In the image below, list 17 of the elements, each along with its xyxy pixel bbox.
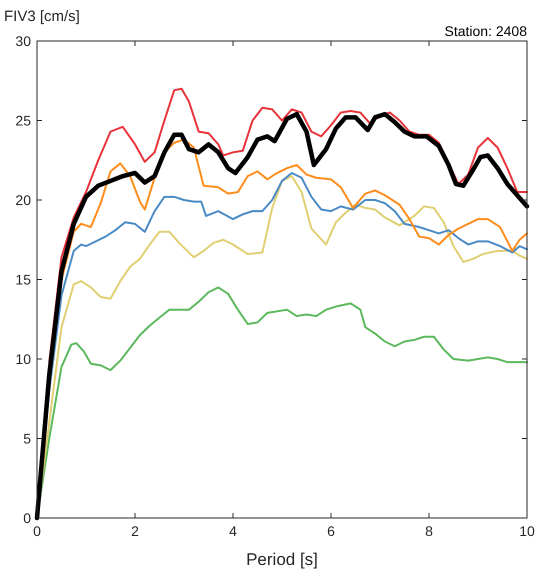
line-series <box>48 88 528 364</box>
y-axis-title: FIV3 [cm/s] <box>4 8 80 25</box>
text: Station: 2408 <box>444 23 528 39</box>
x-axis-title: Period [s] <box>246 550 318 569</box>
x-tick-label: 6 <box>327 523 336 539</box>
y-tick-label: 0 <box>23 510 32 526</box>
y-tick-label: 25 <box>15 112 32 128</box>
y-tick-label: 30 <box>15 33 32 49</box>
y-tick-label: 10 <box>15 351 32 367</box>
y-tick-label: 20 <box>15 192 32 208</box>
y-tick-label: 15 <box>15 272 32 288</box>
x-tick-label: 4 <box>229 523 238 539</box>
y-tick-label: 5 <box>23 430 32 446</box>
x-tick-label: 2 <box>131 523 140 539</box>
x-tick-label: 8 <box>425 523 434 539</box>
x-tick-label: 0 <box>33 523 42 539</box>
x-tick-label: 10 <box>519 523 535 539</box>
